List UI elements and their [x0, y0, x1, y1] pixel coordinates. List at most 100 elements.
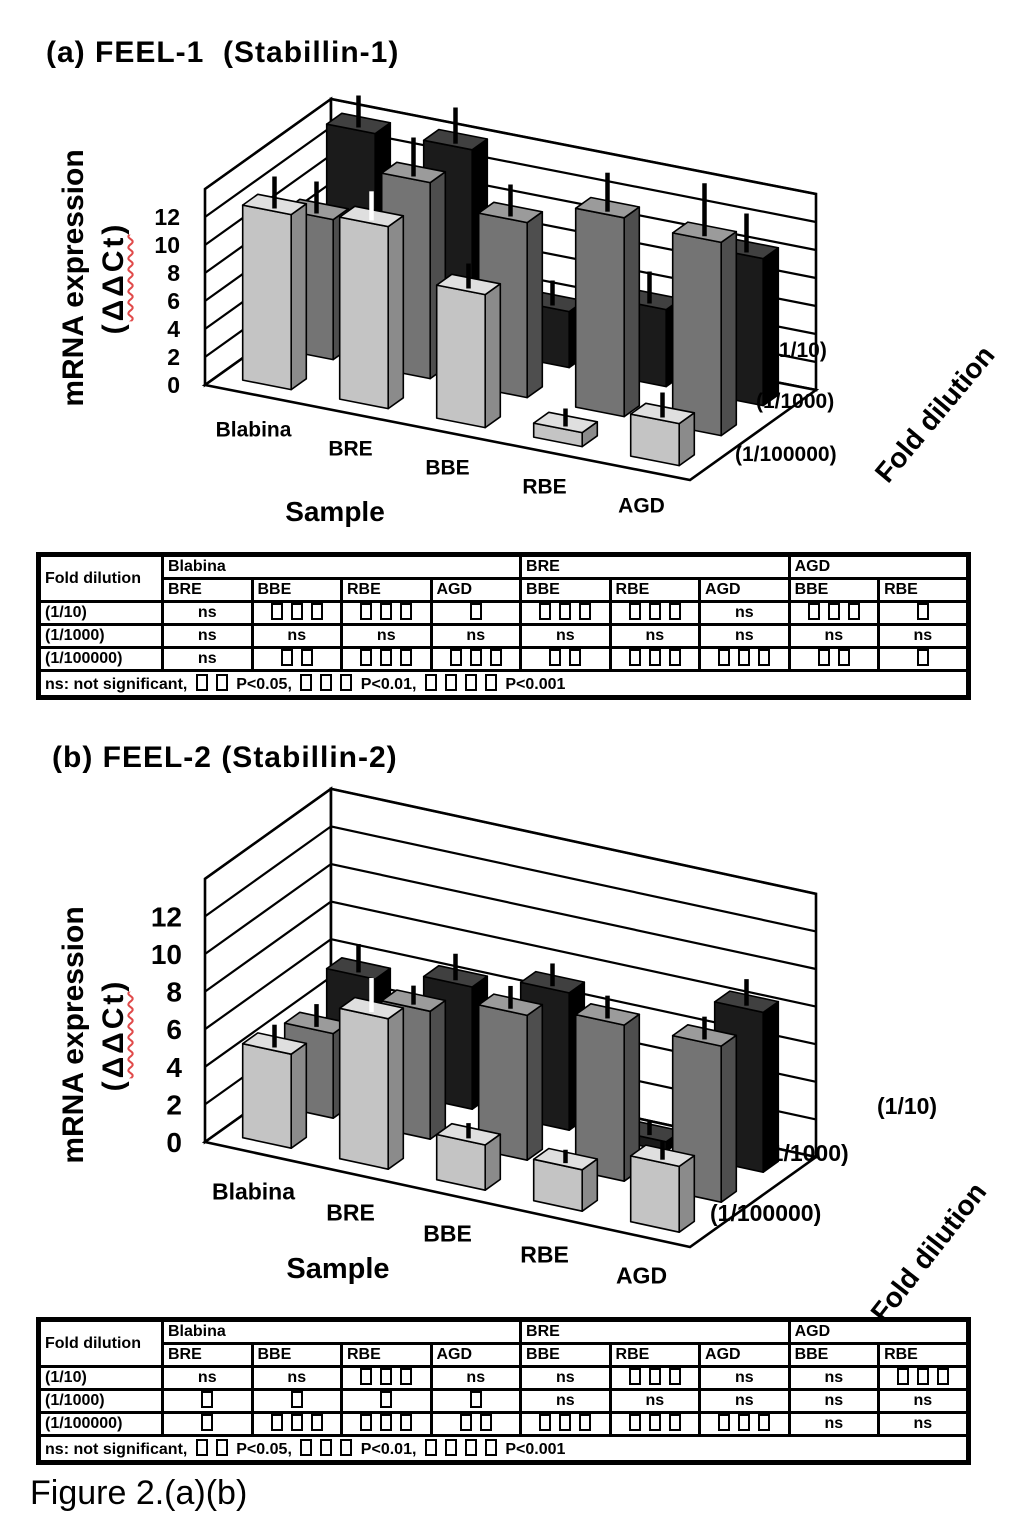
sub-header-AGD-RBE: RBE [877, 1342, 970, 1368]
bar-b-RBE-(1/100000) [532, 1147, 599, 1212]
asterisk-box-glyph [668, 1415, 681, 1432]
sig-cell [429, 646, 523, 672]
value-tick-0: 0 [166, 1127, 182, 1158]
sig-cell: ns [161, 646, 254, 672]
sig-cell: ns [787, 1388, 881, 1414]
value-axis-title-b: mRNA expression (ΔΔCt) [54, 865, 136, 1205]
ddct-label: ΔΔCt [97, 234, 130, 322]
sig-cell: ns [161, 600, 254, 626]
sig-cell: ns [429, 1365, 523, 1391]
value-axis-title-line1: mRNA expression [57, 149, 90, 407]
table-row-(1/100000): (1/100000) ns [37, 646, 970, 672]
asterisk-box-glyph [459, 1415, 472, 1432]
corner-header: Fold dilution [37, 1318, 164, 1368]
sub-header-Blabina-RBE: RBE [340, 577, 433, 603]
category-axis-title: Sample [285, 496, 385, 527]
value-axis-title-line2: (ΔΔCt) [97, 221, 130, 335]
asterisk-box-glyph [360, 1369, 373, 1386]
asterisk-box-glyph [484, 673, 497, 691]
asterisk-box-glyph [195, 1438, 208, 1456]
sig-cell: ns [877, 1411, 970, 1437]
sub-header-Blabina-AGD: AGD [429, 1342, 523, 1368]
depth-label-(1/10): (1/10) [772, 339, 827, 362]
panel-b-title: (b) FEEL-2 (Stabillin-2) [52, 741, 398, 774]
category-label-RBE: RBE [520, 1242, 569, 1268]
sig-cell [698, 1411, 791, 1437]
sig-cell [340, 1411, 433, 1437]
sig-cell [787, 600, 881, 626]
sub-header-BRE-AGD: AGD [698, 1342, 791, 1368]
sig-cell [250, 1411, 343, 1437]
sig-cell: ns [877, 623, 970, 649]
asterisk-box-glyph [400, 604, 413, 621]
value-axis-title-line1: mRNA expression [57, 906, 90, 1164]
asterisk-box-glyph [916, 1369, 929, 1386]
sig-cell: ns [698, 1388, 791, 1414]
sub-header-Blabina-BRE: BRE [161, 1342, 254, 1368]
sig-cell: ns [250, 623, 343, 649]
row-label: (1/10) [37, 1365, 164, 1391]
asterisk-box-glyph [300, 1438, 313, 1456]
sig-cell: ns [698, 623, 791, 649]
bar-a-RBE-(1/100000) [532, 408, 599, 448]
sig-cell [608, 600, 702, 626]
asterisk-box-glyph [539, 604, 552, 621]
row-label: (1/100000) [37, 1411, 164, 1437]
sig-cell: ns [161, 623, 254, 649]
sig-cell: ns [698, 600, 791, 626]
asterisk-box-glyph [668, 604, 681, 621]
sig-cell [250, 1388, 343, 1414]
asterisk-box-glyph [549, 650, 562, 667]
value-tick-0: 0 [167, 372, 180, 398]
asterisk-box-glyph [201, 1415, 214, 1432]
sub-header-AGD-BBE: BBE [787, 577, 881, 603]
asterisk-box-glyph [424, 673, 437, 691]
bar-b-RBE-(1/1000) [574, 995, 641, 1182]
gridline-14 [204, 97, 817, 196]
bar-side-face [387, 1007, 405, 1170]
asterisk-box-glyph [579, 604, 592, 621]
sig-cell [250, 600, 343, 626]
asterisk-box-glyph [444, 1438, 457, 1456]
bar-side-face [290, 1042, 308, 1149]
sig-cell [519, 600, 612, 626]
group-header-AGD: AGD [787, 1318, 970, 1345]
sig-cell [340, 646, 433, 672]
asterisk-box-glyph [300, 673, 313, 691]
category-label-BBE: BBE [425, 457, 469, 480]
gridline-8 [204, 900, 817, 1008]
table-row-(1/10): (1/10) ns ns ns ns ns ns [37, 1365, 970, 1391]
asterisk-box-glyph [718, 650, 731, 667]
legend-footnote: ns: not significant, P<0.05, P<0.01, P<0… [37, 1434, 970, 1464]
asterisk-box-glyph [539, 1415, 552, 1432]
asterisk-box-glyph [847, 604, 860, 621]
asterisk-box-glyph [464, 1438, 477, 1456]
corner-header: Fold dilution [37, 553, 164, 603]
asterisk-box-glyph [290, 604, 303, 621]
asterisk-box-glyph [738, 650, 751, 667]
group-header-BRE: BRE [519, 553, 791, 580]
asterisk-box-glyph [215, 673, 228, 691]
value-tick-12: 12 [151, 901, 182, 932]
significance-table-b: Fold dilution Blabina BRE AGD BRE BBE RBE AGD BB… [36, 1317, 971, 1465]
table-row-(1/1000): (1/1000) ns ns ns ns ns ns ns ns ns [37, 623, 970, 649]
asterisk-box-glyph [469, 604, 482, 621]
sig-cell: ns [608, 623, 702, 649]
significance-table-a: Fold dilution Blabina BRE AGD BRE BBE RBE AGD BB… [36, 552, 971, 700]
bar-side-face [526, 1003, 544, 1161]
category-label-BRE: BRE [328, 438, 372, 461]
bar-a-BBE-(1/100000) [435, 263, 502, 429]
sig-cell: ns [519, 1388, 612, 1414]
sig-cell: ns [250, 1365, 343, 1391]
asterisk-box-glyph [270, 604, 283, 621]
panel-a-title: (a) FEEL-1 (Stabillin-1) [46, 36, 400, 69]
sig-cell: ns [519, 623, 612, 649]
category-label-RBE: RBE [522, 476, 566, 499]
asterisk-box-glyph [738, 1415, 751, 1432]
asterisk-box-glyph [718, 1415, 731, 1432]
row-label: (1/100000) [37, 646, 164, 672]
sig-cell: ns [787, 1411, 881, 1437]
sub-header-AGD-RBE: RBE [877, 577, 970, 603]
asterisk-box-glyph [195, 673, 208, 691]
